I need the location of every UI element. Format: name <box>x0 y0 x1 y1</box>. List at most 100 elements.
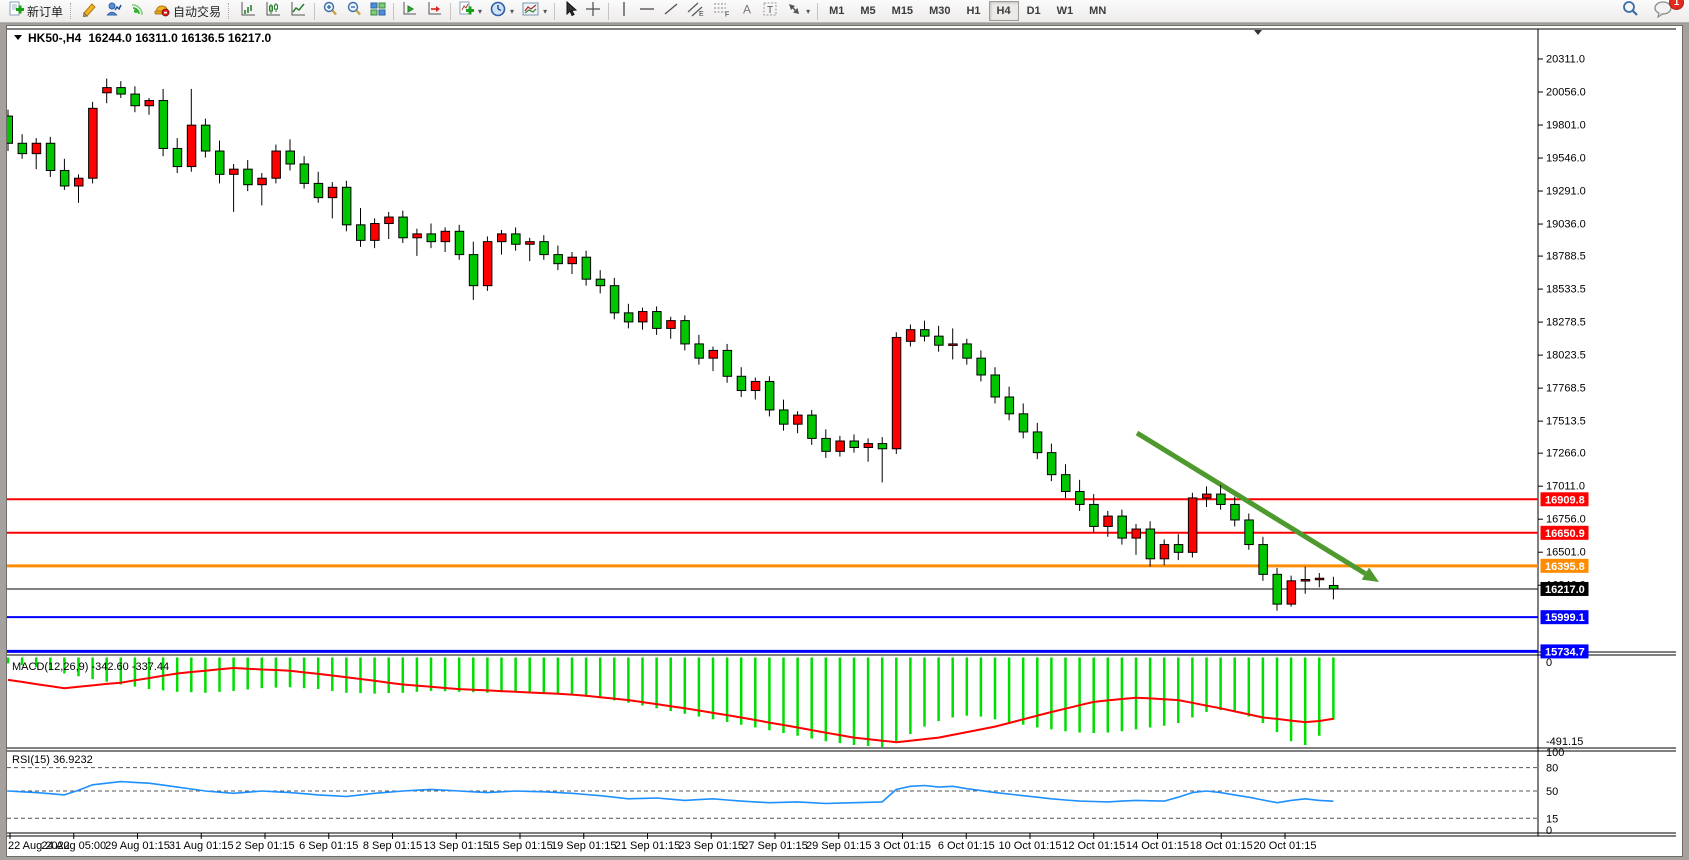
chart-window: HK50-,H4 16244.0 16311.0 16136.5 16217.0 … <box>6 25 1683 857</box>
equidistant-channel-button[interactable]: E <box>683 1 709 21</box>
timeframe-h1[interactable]: H1 <box>966 5 981 17</box>
toolbar-grip <box>228 3 233 19</box>
macd-indicator-label: MACD(12,26,9) -342.60 -337.44 <box>12 661 169 673</box>
price-line-labels[interactable]: 16909.8 16650.9 16395.8 16217.0 15999.1 15734… <box>1540 492 1589 659</box>
bar-chart-icon <box>240 1 257 22</box>
zoom-in-icon <box>322 1 338 22</box>
fibonacci-button[interactable]: F <box>709 1 735 21</box>
svg-text:23 Sep 01:15: 23 Sep 01:15 <box>679 840 744 852</box>
svg-text:17513.5: 17513.5 <box>1546 416 1586 428</box>
svg-text:20 Oct 01:15: 20 Oct 01:15 <box>1254 840 1317 852</box>
market-watch-button[interactable] <box>102 1 126 21</box>
price-chip-15999.1[interactable] <box>1540 610 1589 625</box>
autotrading-icon <box>154 1 170 22</box>
templates-button[interactable]: ▾ <box>518 1 551 21</box>
vertical-line-button[interactable] <box>612 1 635 21</box>
svg-text:14 Oct 01:15: 14 Oct 01:15 <box>1126 840 1189 852</box>
svg-text:16650.9: 16650.9 <box>1545 528 1585 540</box>
vertical-line-icon <box>618 1 630 22</box>
svg-text:10 Oct 01:15: 10 Oct 01:15 <box>999 840 1062 852</box>
svg-text:50: 50 <box>1546 786 1558 798</box>
svg-text:16909.8: 16909.8 <box>1545 494 1585 506</box>
trendline-button[interactable] <box>659 1 683 21</box>
timeframe-m30[interactable]: M30 <box>929 5 951 17</box>
timeframe-mn[interactable]: MN <box>1089 5 1107 17</box>
svg-text:0: 0 <box>1546 825 1552 837</box>
market-watch-icon <box>106 1 122 22</box>
svg-text:15999.1: 15999.1 <box>1545 612 1585 624</box>
timeframe-d1[interactable]: D1 <box>1026 5 1041 17</box>
bar-chart-button[interactable] <box>236 1 261 21</box>
candlestick-chart-icon <box>265 1 282 22</box>
tile-windows-button[interactable] <box>366 1 390 21</box>
text-label-button[interactable]: T <box>758 1 782 21</box>
svg-text:13 Sep 01:15: 13 Sep 01:15 <box>424 840 489 852</box>
trend-arrow-head[interactable] <box>1361 567 1379 582</box>
chart-shift-button[interactable] <box>422 1 447 21</box>
metaeditor-button[interactable] <box>78 1 102 21</box>
price-chip-16395.8[interactable] <box>1540 558 1589 573</box>
auto-scroll-button[interactable] <box>397 1 422 21</box>
price-chip-15734.7[interactable] <box>1540 644 1589 659</box>
candlestick-chart-button[interactable] <box>261 1 286 21</box>
price-chip-16650.9[interactable] <box>1540 525 1589 540</box>
toolbar-separator <box>450 2 452 20</box>
timeframe-m1[interactable]: M1 <box>829 5 845 17</box>
toolbar-separator <box>554 2 556 20</box>
chart-canvas[interactable]: HK50-,H4 16244.0 16311.0 16136.5 16217.0 … <box>7 26 1682 856</box>
svg-text:E: E <box>699 11 704 17</box>
signals-button[interactable] <box>126 1 150 21</box>
svg-text:F: F <box>725 11 729 17</box>
equidistant-channel-icon: E <box>687 1 705 22</box>
timeframe-m5[interactable]: M5 <box>860 5 876 17</box>
periods-button[interactable]: ▾ <box>486 1 518 21</box>
svg-text:A: A <box>743 2 751 16</box>
timeframe-w1[interactable]: W1 <box>1056 5 1074 17</box>
horizontal-line-icon <box>639 1 655 22</box>
horizontal-line-button[interactable] <box>635 1 659 21</box>
svg-text:22 Aug 2022: 22 Aug 2022 <box>8 840 70 852</box>
indicators-icon <box>458 1 475 22</box>
arrows-button[interactable]: ▾ <box>782 1 814 21</box>
zoom-in-button[interactable] <box>318 1 342 21</box>
macd-panel: 0 -491.15 <box>7 657 1583 748</box>
search-button[interactable] <box>1617 0 1643 21</box>
line-chart-button[interactable] <box>286 1 311 21</box>
timeframe-m15[interactable]: M15 <box>891 5 914 17</box>
svg-text:2 Sep 01:15: 2 Sep 01:15 <box>235 840 294 852</box>
chat-button[interactable]: 1 <box>1649 0 1684 21</box>
cursor-icon <box>563 0 577 22</box>
svg-text:20056.0: 20056.0 <box>1546 87 1586 99</box>
fibonacci-icon: F <box>713 1 731 22</box>
cursor-button[interactable] <box>558 0 581 22</box>
tile-windows-icon <box>370 1 386 22</box>
chart-shift-marker[interactable] <box>1254 30 1262 35</box>
ohlc-values: 16244.0 16311.0 16136.5 16217.0 <box>88 31 271 45</box>
svg-text:12 Oct 01:15: 12 Oct 01:15 <box>1062 840 1125 852</box>
zoom-out-button[interactable] <box>342 1 366 21</box>
trend-arrow[interactable] <box>1135 430 1367 576</box>
auto-scroll-icon <box>401 1 418 22</box>
crosshair-button[interactable] <box>581 1 605 21</box>
svg-text:3 Oct 01:15: 3 Oct 01:15 <box>874 840 931 852</box>
indicators-button[interactable]: ▾ <box>454 1 486 21</box>
svg-text:17011.0: 17011.0 <box>1546 481 1585 493</box>
text-button[interactable]: A <box>735 1 758 21</box>
text-label-icon: T <box>762 1 778 22</box>
svg-text:15734.7: 15734.7 <box>1545 646 1585 658</box>
new-order-label: 新订单 <box>27 4 64 19</box>
svg-text:19801.0: 19801.0 <box>1546 120 1586 132</box>
price-lines[interactable] <box>7 430 1538 653</box>
svg-text:19291.0: 19291.0 <box>1546 186 1586 198</box>
one-click-trading-arrow-icon[interactable] <box>14 35 22 40</box>
price-chip-16909.8[interactable] <box>1540 492 1589 507</box>
periods-icon <box>490 1 506 22</box>
svg-text:19036.0: 19036.0 <box>1546 219 1586 231</box>
price-chip-16217.0[interactable] <box>1540 581 1589 596</box>
dropdown-caret: ▾ <box>543 6 548 16</box>
new-order-button[interactable]: 新订单 <box>4 1 67 21</box>
timeframe-h4[interactable]: H4 <box>988 1 1019 21</box>
autotrading-button[interactable]: 自动交易 <box>150 1 225 21</box>
svg-text:16501.0: 16501.0 <box>1546 547 1586 559</box>
price-axis: 20311.0 20056.0 19801.0 19546.0 19291.0 19036… <box>7 28 1676 837</box>
